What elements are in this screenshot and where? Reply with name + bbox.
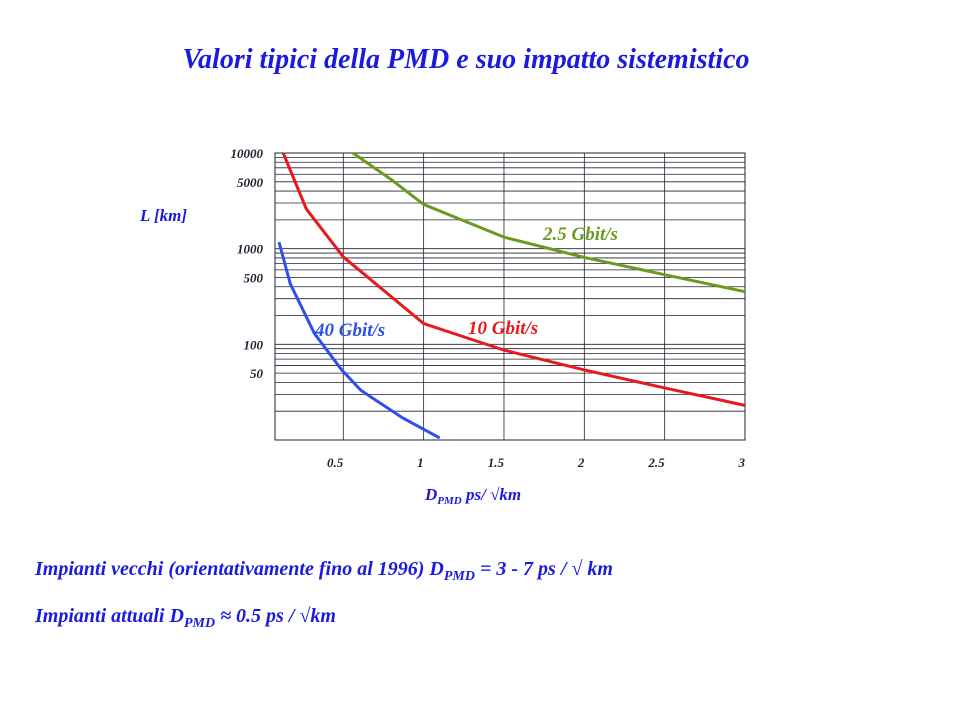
x-axis-label: DPMD ps/ √km (424, 485, 521, 507)
series-line (281, 152, 746, 407)
slide-title: Valori tipici della PMD e suo impatto si… (182, 44, 749, 75)
footer-line: Impianti vecchi (orientativamente fino a… (34, 558, 613, 584)
y-tick-label: 500 (244, 270, 264, 285)
y-tick-label: 10000 (231, 146, 264, 161)
y-tick-label: 1000 (237, 242, 264, 257)
series-line (277, 241, 441, 440)
plot-frame (274, 152, 746, 441)
footer-main: Impianti attuali D (34, 605, 184, 627)
x-label-rest: ps/ √km (462, 485, 521, 504)
y-axis-label: L [km] (139, 206, 187, 225)
footer-rest: ≈ 0.5 ps / √km (215, 605, 336, 627)
footer-rest: = 3 - 7 ps / √ km (475, 558, 613, 580)
footer-line: Impianti attuali DPMD ≈ 0.5 ps / √km (34, 605, 336, 631)
x-label-main: D (424, 485, 437, 504)
series-label: 2.5 Gbit/s (542, 224, 618, 245)
x-tick-label: 1.5 (488, 455, 505, 470)
plot: 50 100 500 1000 5000 10000 0.5 1 1.5 2 2.5 3 2.5 Gbi… (231, 146, 746, 470)
footer-main: Impianti vecchi (orientativamente fino a… (34, 558, 444, 580)
x-tick-label: 2 (577, 455, 585, 470)
x-label-sub: PMD (437, 495, 462, 507)
x-tick-label: 3 (738, 455, 746, 470)
x-tick-label: 0.5 (327, 455, 344, 470)
x-tick-label: 1 (417, 455, 424, 470)
y-tick-label: 100 (244, 337, 264, 352)
series-label: 10 Gbit/s (468, 318, 538, 339)
series-line (352, 151, 746, 294)
y-tick-label: 5000 (237, 175, 264, 190)
x-tick-label: 2.5 (647, 455, 665, 470)
y-tick-label: 50 (250, 366, 264, 381)
footer-sub: PMD (184, 616, 215, 631)
footer-sub: PMD (444, 569, 475, 584)
series-label: 40 Gbit/s (314, 320, 385, 341)
